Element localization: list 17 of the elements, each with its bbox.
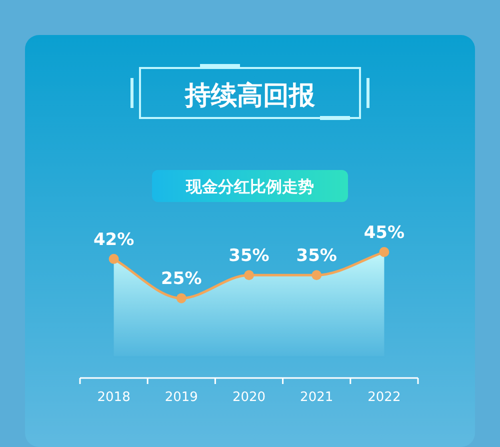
chart-subtitle: 现金分红比例走势	[185, 177, 314, 196]
data-label: 42%	[93, 230, 134, 250]
chart-title: 持续高回报	[184, 81, 316, 111]
point	[379, 247, 390, 257]
data-label: 45%	[364, 223, 405, 243]
x-tick-label: 2019	[164, 390, 198, 405]
data-label: 35%	[228, 246, 270, 266]
point	[176, 293, 186, 304]
x-tick-label: 2020	[232, 390, 266, 405]
x-tick-label: 2021	[300, 390, 334, 405]
x-tick-label: 2022	[368, 390, 401, 405]
data-label: 35%	[296, 246, 337, 266]
point	[108, 254, 119, 264]
data-label: 25%	[161, 269, 202, 290]
point	[244, 270, 254, 280]
x-tick-label: 2018	[97, 390, 130, 405]
point	[312, 270, 322, 280]
